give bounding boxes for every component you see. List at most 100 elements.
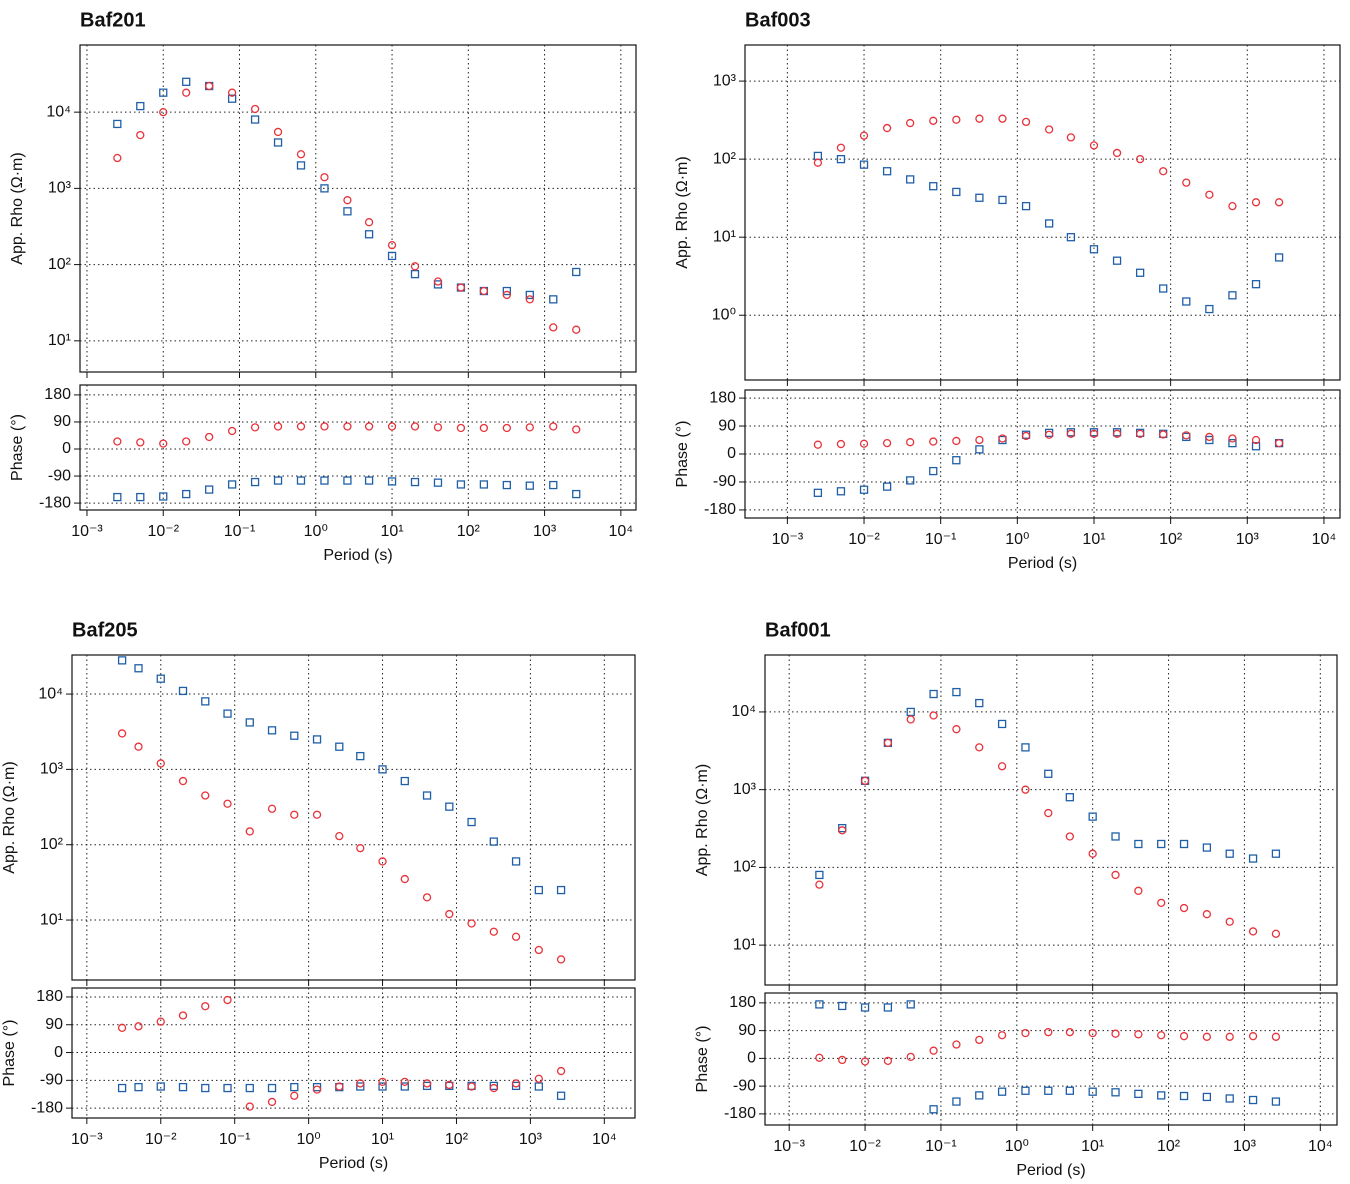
data-point xyxy=(433,277,443,286)
data-point xyxy=(1228,201,1237,211)
data-point xyxy=(422,1081,432,1091)
data-point xyxy=(549,422,558,431)
data-point xyxy=(227,480,237,489)
data-point xyxy=(1225,1094,1234,1103)
data-point xyxy=(975,445,984,454)
data-point xyxy=(1225,917,1234,926)
data-point xyxy=(815,1053,824,1062)
x-tick-label: 10³ xyxy=(533,523,557,540)
data-point xyxy=(227,94,237,103)
x-tick-label: 10⁻¹ xyxy=(219,1131,251,1148)
plot-frame xyxy=(79,44,637,373)
data-point xyxy=(1065,1086,1074,1095)
panel-title: Baf001 xyxy=(765,619,831,641)
y-tick-label: 90 xyxy=(53,413,71,430)
y-tick-label: 10¹ xyxy=(713,228,736,245)
data-point xyxy=(1066,133,1076,142)
data-point xyxy=(860,1003,870,1012)
data-point xyxy=(859,131,869,140)
x-tick-label: 10¹ xyxy=(1082,531,1105,548)
data-point xyxy=(882,123,892,133)
data-point xyxy=(267,1097,277,1107)
data-point xyxy=(400,776,409,786)
data-point xyxy=(929,182,938,191)
data-point xyxy=(1134,1030,1143,1039)
data-point xyxy=(113,119,122,129)
y-tick-label: 10⁰ xyxy=(712,306,736,323)
data-point xyxy=(1135,429,1145,438)
y-tick-label: 10² xyxy=(40,836,64,853)
data-point xyxy=(273,476,283,485)
y-tick-label: 10³ xyxy=(733,781,757,798)
y-axis-label: App. Rho (Ω·m) xyxy=(9,152,26,264)
data-point xyxy=(445,802,454,811)
data-point xyxy=(1044,1086,1053,1095)
data-point xyxy=(273,138,283,147)
data-point xyxy=(1179,1032,1189,1041)
data-point xyxy=(1044,769,1053,778)
data-point xyxy=(356,1079,365,1088)
data-point xyxy=(838,1055,847,1065)
plot-frame xyxy=(71,654,636,981)
data-point xyxy=(136,101,145,111)
data-point xyxy=(997,1087,1007,1096)
data-point xyxy=(410,269,420,279)
data-point xyxy=(410,477,420,487)
data-point xyxy=(882,438,892,448)
data-point xyxy=(250,115,260,124)
data-point xyxy=(156,1082,165,1091)
data-point xyxy=(296,150,306,159)
x-tick-label: 10³ xyxy=(1236,531,1260,548)
data-point xyxy=(343,422,352,431)
data-point xyxy=(1021,1086,1030,1095)
y-tick-label: -180 xyxy=(39,494,71,511)
data-point xyxy=(1157,839,1166,849)
data-point xyxy=(511,1081,521,1091)
data-point xyxy=(838,1001,847,1011)
data-point xyxy=(205,81,214,91)
data-point xyxy=(1066,429,1076,438)
data-point xyxy=(952,725,961,734)
data-point xyxy=(1044,125,1054,134)
data-point xyxy=(250,423,260,432)
data-point xyxy=(549,323,558,332)
x-tick-label: 10⁰ xyxy=(297,1131,321,1148)
data-point xyxy=(836,439,846,449)
data-point xyxy=(159,492,168,501)
data-point xyxy=(159,439,168,448)
data-point xyxy=(952,115,961,124)
data-point xyxy=(201,1002,210,1011)
data-point xyxy=(227,88,237,97)
data-point xyxy=(883,1056,893,1066)
data-point xyxy=(502,286,511,296)
x-tick-label: 10⁻¹ xyxy=(925,1138,957,1155)
data-point xyxy=(815,870,824,880)
data-point xyxy=(815,1000,824,1009)
data-point xyxy=(882,482,892,491)
y-tick-label: 180 xyxy=(36,988,63,1005)
data-point xyxy=(859,439,869,448)
y-tick-label: -90 xyxy=(733,1077,756,1094)
data-point xyxy=(906,118,915,128)
data-point xyxy=(1021,785,1030,794)
data-point xyxy=(1182,297,1191,306)
data-point xyxy=(952,456,961,465)
data-point xyxy=(813,488,823,497)
data-point xyxy=(1274,253,1284,262)
data-point xyxy=(975,1035,984,1045)
data-point xyxy=(267,804,277,813)
y-axis-label: Phase (°) xyxy=(674,421,691,488)
data-point xyxy=(223,709,232,718)
data-point xyxy=(1111,870,1120,880)
x-tick-label: 10⁻¹ xyxy=(925,531,957,548)
data-point xyxy=(556,1091,566,1100)
data-point xyxy=(335,831,344,841)
data-point xyxy=(860,776,870,785)
panel-title: Baf201 xyxy=(80,9,146,31)
data-point xyxy=(433,478,443,487)
data-point xyxy=(975,435,984,445)
x-tick-label: 10² xyxy=(457,523,481,540)
data-point xyxy=(997,762,1007,771)
data-point xyxy=(343,207,352,216)
data-point xyxy=(952,687,961,697)
